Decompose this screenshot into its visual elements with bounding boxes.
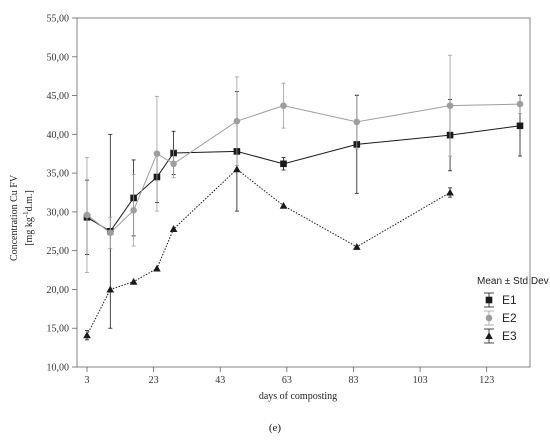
x-tick-label: 3: [84, 375, 89, 386]
y-tick-label: 50,00: [47, 52, 70, 63]
series-layer: [83, 54, 524, 341]
y-tick-label: 45,00: [47, 91, 70, 102]
y-tick-label: 35,00: [47, 169, 70, 180]
y-tick-label: 30,00: [47, 207, 70, 218]
y-tick-label: 25,00: [47, 246, 70, 257]
legend-item-e1: E1: [484, 292, 517, 308]
y-axis-ticks: 10,00 15,00 20,00 25,00 30,00 35,00 40,00 45,00…: [47, 14, 77, 374]
data-point: [516, 122, 524, 130]
x-tick-label: 83: [348, 375, 358, 386]
data-point: [352, 242, 361, 250]
data-point: [169, 225, 178, 232]
data-point: [107, 229, 114, 237]
data-point: [170, 160, 177, 168]
data-point: [353, 118, 361, 126]
x-tick-label: 43: [215, 375, 225, 386]
legend-label: E3: [502, 329, 517, 343]
data-point: [153, 150, 161, 158]
y-tick-label: 10,00: [47, 363, 70, 374]
x-axis-label: days of composting: [259, 391, 337, 402]
series-line: [86, 125, 521, 232]
legend-marker: [485, 332, 493, 340]
data-point: [233, 117, 241, 125]
series-e2: [83, 54, 524, 273]
data-point: [83, 211, 91, 219]
series-line: [86, 103, 521, 234]
data-point: [446, 102, 454, 109]
legend-item-e3: E3: [484, 328, 517, 344]
data-point: [279, 201, 288, 209]
figure-caption: (e): [269, 422, 282, 434]
data-point: [280, 102, 287, 109]
legend-items: E1 E2 E3: [484, 292, 517, 344]
y-tick-label: 55,00: [47, 14, 70, 25]
series-e3: [83, 165, 454, 341]
x-tick-label: 23: [149, 375, 159, 386]
legend-title: Mean ± Std Dev: [477, 276, 549, 287]
data-point: [446, 188, 454, 196]
y-tick-label: 15,00: [47, 324, 70, 335]
data-point: [130, 207, 137, 214]
data-point: [153, 264, 161, 272]
data-point: [516, 100, 524, 108]
legend-label: E1: [502, 293, 517, 307]
y-tick-label: 40,00: [47, 130, 70, 141]
legend: Mean ± Std Dev E1 E2 E3: [477, 276, 549, 344]
x-tick-label: 103: [413, 375, 428, 386]
y-axis-unit-superscript: -1: [22, 211, 30, 217]
y-axis-unit-prefix: [mg kg: [24, 217, 35, 246]
data-point: [129, 277, 138, 285]
y-axis-unit-suffix: d.m.]: [24, 190, 35, 211]
y-tick-label: 20,00: [47, 285, 70, 296]
y-axis-unit-label: [mg kg-1d.m.]: [22, 190, 35, 246]
legend-marker: [485, 314, 493, 322]
x-tick-label: 63: [282, 375, 292, 386]
legend-label: E2: [502, 311, 517, 325]
data-point: [233, 165, 241, 173]
x-tick-label: 123: [479, 375, 494, 386]
data-point: [83, 331, 91, 339]
legend-marker: [485, 296, 493, 304]
plot-border: [76, 17, 531, 368]
data-point: [280, 160, 287, 168]
y-axis-label: Concentration Cu FV: [9, 174, 20, 261]
data-point: [106, 285, 115, 293]
x-axis-ticks: 3 23 43 63 83 103 123: [84, 367, 494, 386]
plot-frame: [76, 17, 531, 368]
legend-item-e2: E2: [484, 310, 517, 326]
